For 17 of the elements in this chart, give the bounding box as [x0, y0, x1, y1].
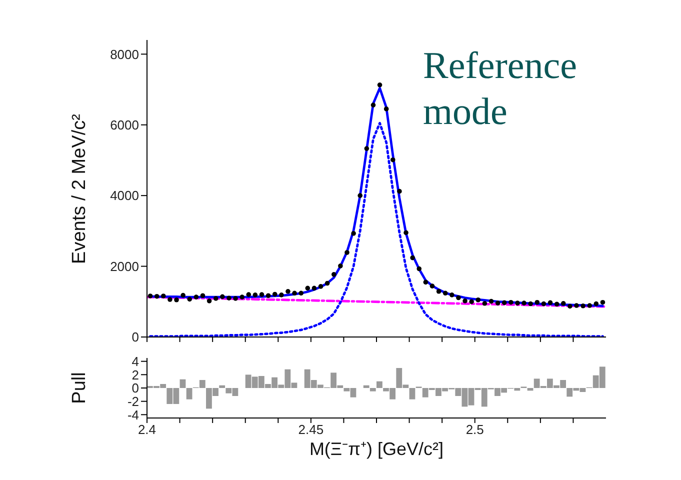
x-tick-label: 2.5: [466, 422, 484, 438]
annotation: Reference mode: [423, 44, 578, 135]
y-tick-label: 2000: [110, 258, 139, 274]
y-tick-label: 4: [132, 354, 139, 369]
x-axis-title: M(Ξ⁻π⁺) [GeV/c²]: [309, 438, 444, 460]
y-tick-label: 0: [132, 380, 139, 396]
y-tick-label: 8000: [110, 46, 139, 62]
y-tick-label: -2: [127, 394, 139, 409]
y-tick-label: -4: [127, 407, 139, 422]
y-tick-label: 6000: [110, 117, 139, 132]
y-tick-label: 0: [132, 330, 139, 345]
y-axis-title: Pull: [69, 372, 91, 404]
x-tick-label: 2.45: [298, 422, 324, 438]
y-tick-label: 4000: [110, 188, 139, 204]
y-axis-title: Events / 2 MeV/c²: [69, 114, 91, 264]
x-tick-label: 2.4: [138, 422, 156, 438]
y-tick-label: 2: [132, 367, 139, 382]
